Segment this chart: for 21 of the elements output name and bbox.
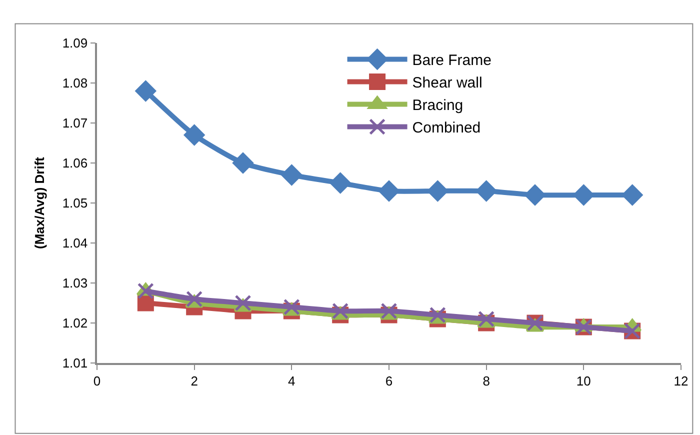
- x-tick-label: 0: [93, 373, 101, 388]
- y-tick-label: 1.04: [62, 236, 88, 251]
- x-tick-label: 8: [482, 373, 490, 388]
- legend-label: Shear wall: [412, 74, 482, 92]
- x-tick-label: 10: [576, 373, 591, 388]
- y-tick-label: 1.03: [62, 276, 88, 291]
- y-tick-label: 1.07: [62, 116, 88, 131]
- legend-label: Bare Frame: [412, 52, 492, 70]
- y-axis-title: (Max/Avg) Drift: [32, 156, 47, 249]
- legend-label: Combined: [412, 120, 481, 137]
- y-tick-label: 1.09: [62, 36, 88, 51]
- y-tick-label: 1.01: [62, 356, 88, 371]
- y-tick-label: 1.02: [62, 316, 88, 331]
- x-tick-label: 2: [190, 373, 198, 388]
- y-tick-label: 1.05: [62, 196, 88, 211]
- x-tick-label: 6: [385, 373, 393, 388]
- x-tick-label: 12: [674, 373, 688, 388]
- legend-label: Bracing: [412, 97, 464, 114]
- y-tick-label: 1.06: [62, 156, 88, 171]
- x-tick-label: 4: [288, 373, 296, 388]
- y-tick-label: 1.08: [62, 76, 88, 91]
